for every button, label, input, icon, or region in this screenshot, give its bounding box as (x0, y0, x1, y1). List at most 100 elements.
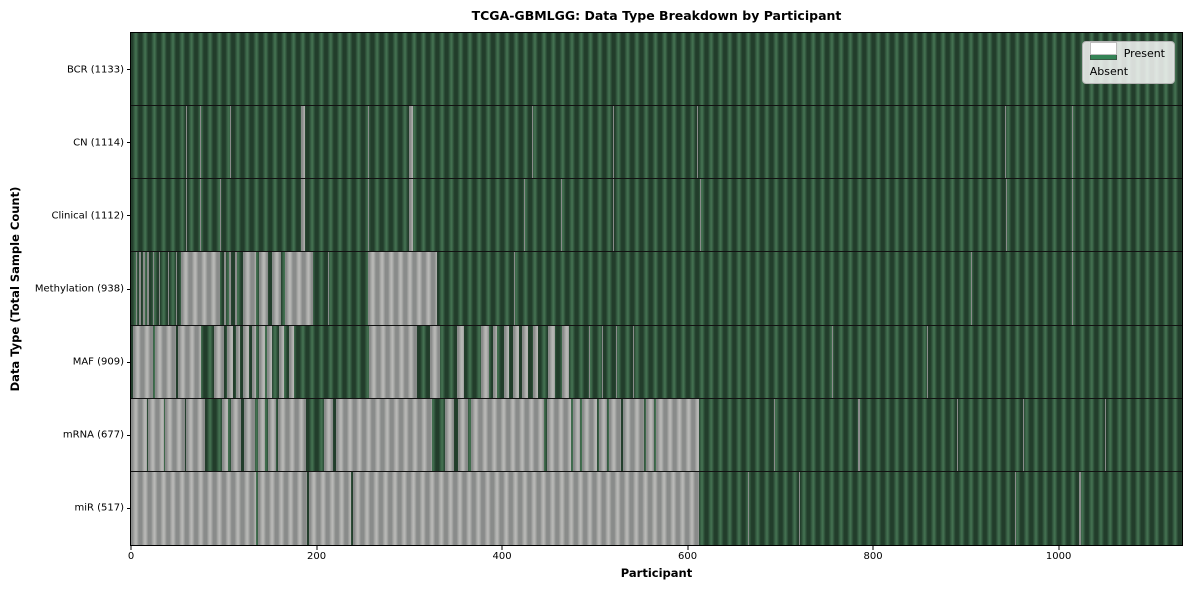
absent-segment (251, 325, 257, 398)
absent-segment (1023, 398, 1025, 471)
absent-segment (513, 325, 519, 398)
absent-segment (278, 398, 307, 471)
x-tick-labels: 0 200 400 600 800 1000 (127, 546, 1182, 568)
absent-segment (773, 398, 775, 471)
legend-absent-label: Absent (1089, 65, 1129, 78)
x-tick-label-200: 200 (306, 551, 327, 562)
absent-segment (153, 252, 155, 325)
absent-segment (300, 106, 306, 179)
y-tick-mark (127, 361, 131, 363)
y-tick-marks (127, 33, 131, 545)
absent-segment (471, 398, 544, 471)
row-Methylation (131, 252, 1182, 326)
absent-segment (135, 252, 138, 325)
absent-segment (199, 179, 201, 252)
x-axis-label: Participant (620, 566, 693, 580)
legend-entry-absent: Absent (1089, 42, 1165, 78)
absent-segment (234, 252, 237, 325)
absent-segment (522, 325, 529, 398)
row-BCR (131, 33, 1182, 107)
y-tick-label-BCR: BCR (1133) (66, 64, 124, 76)
y-tick-label-miR: miR (517) (74, 502, 124, 514)
absent-segment (480, 325, 490, 398)
absent-segment (589, 325, 591, 398)
absent-segment (832, 325, 834, 398)
absent-segment (259, 325, 265, 398)
absent-segment (155, 325, 177, 398)
absent-segment (185, 398, 206, 471)
absent-segment (429, 325, 440, 398)
absent-segment (581, 398, 597, 471)
x-tick-mark (316, 546, 318, 550)
absent-segment (457, 398, 468, 471)
absent-segment (1005, 179, 1007, 252)
absent-segment (503, 325, 510, 398)
absent-segment (492, 325, 498, 398)
absent-segment (561, 179, 563, 252)
absent-segment (258, 398, 266, 471)
x-tick-mark (130, 546, 132, 550)
absent-segment (165, 398, 185, 471)
y-tick-mark (127, 288, 131, 290)
absent-segment (230, 106, 232, 179)
x-tick-mark (1058, 546, 1060, 550)
absent-segment (309, 471, 351, 545)
absent-segment (143, 252, 145, 325)
absent-segment (532, 325, 539, 398)
row-miR (131, 471, 1182, 545)
absent-segment (572, 398, 580, 471)
absent-segment (268, 398, 276, 471)
absent-segment (1015, 471, 1017, 545)
absent-segment (956, 398, 958, 471)
absent-segment (288, 325, 295, 398)
absent-segment (259, 252, 269, 325)
absent-segment (168, 252, 170, 325)
absent-segment (409, 106, 413, 179)
absent-segment (445, 398, 454, 471)
absent-segment (258, 471, 308, 545)
absent-segment (598, 398, 607, 471)
absent-segment (926, 325, 928, 398)
absent-segment (131, 471, 257, 545)
absent-swatch-icon (1089, 42, 1117, 55)
absent-segment (243, 252, 257, 325)
absent-segment (175, 252, 177, 325)
absent-segment (229, 252, 232, 325)
absent-segment (244, 398, 256, 471)
absent-segment (199, 106, 201, 179)
row-Clinical (131, 179, 1182, 253)
absent-segment (178, 325, 201, 398)
y-tick-labels: BCR (1133) CN (1114) Clinical (1112) Methyl… (0, 33, 124, 545)
absent-segment (147, 398, 165, 471)
legend-present-label: Present (1123, 47, 1165, 60)
absent-segment (231, 398, 242, 471)
absent-segment (1071, 106, 1073, 179)
y-tick-mark (127, 434, 131, 436)
y-tick-label-CN: CN (1114) (73, 137, 124, 149)
absent-segment (613, 179, 615, 252)
absent-segment (699, 179, 701, 252)
x-tick-label-0: 0 (127, 551, 135, 562)
absent-segment (235, 325, 241, 398)
absent-segment (1105, 398, 1106, 471)
absent-segment (524, 179, 526, 252)
x-tick-mark (501, 546, 503, 550)
absent-segment (531, 106, 533, 179)
x-tick-label-600: 600 (678, 551, 698, 562)
absent-segment (656, 398, 699, 471)
absent-segment (409, 179, 413, 252)
absent-segment (456, 325, 464, 398)
absent-segment (158, 252, 160, 325)
absent-segment (368, 252, 438, 325)
absent-segment (548, 325, 555, 398)
chart-title: TCGA-GBMLGG: Data Type Breakdown by Part… (471, 8, 842, 23)
absent-segment (858, 398, 861, 471)
absent-segment (327, 252, 329, 325)
absent-segment (514, 252, 516, 325)
absent-segment (645, 398, 655, 471)
absent-segment (1004, 106, 1006, 179)
absent-segment (613, 106, 615, 179)
absent-segment (323, 398, 334, 471)
absent-segment (185, 179, 187, 252)
